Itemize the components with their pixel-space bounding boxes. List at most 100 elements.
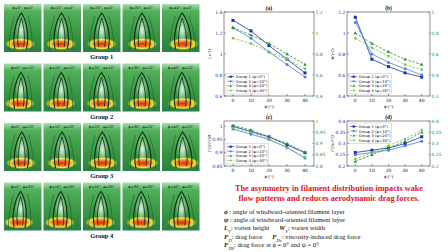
- image-label: ϕ=30°, ψ=20°: [128, 125, 154, 129]
- streamline: [109, 16, 114, 50]
- y-tick-label: 0.4: [338, 119, 345, 124]
- marker: [370, 58, 373, 61]
- image-label: ϕ=40°, ψ=20°: [168, 125, 194, 129]
- flow-background: [162, 123, 200, 171]
- flow-image: ϕ=30°, ψ=20°: [123, 123, 161, 171]
- legend-line: [350, 140, 357, 141]
- marker: [304, 155, 307, 159]
- streamline: [8, 195, 13, 229]
- definition-text: : vortex height: [231, 224, 270, 231]
- streamline: [90, 16, 95, 50]
- image-label: ϕ=20°, ψ=20°: [89, 125, 115, 129]
- x-tick-label: 20: [386, 168, 392, 173]
- x-tick: [388, 164, 389, 166]
- panel-title: (a): [266, 5, 273, 12]
- x-tick: [251, 164, 252, 166]
- streamline: [170, 135, 175, 169]
- y2-tick-label: 0.4: [432, 73, 439, 78]
- x-tick-label: 10: [248, 98, 254, 103]
- image-label: ϕ=30°, ψ=30°: [128, 185, 154, 189]
- marker: [249, 33, 252, 36]
- flow-image: ϕ=30°, ψ=30°: [123, 183, 161, 231]
- legend-line: [350, 126, 357, 127]
- definition-text: : drag force at ϕ = 0° and ψ = 0°: [234, 241, 319, 248]
- flow-image: ϕ=20°, ψ=0°: [83, 4, 121, 52]
- legend-line: [350, 85, 357, 86]
- marker: [420, 74, 423, 77]
- streamline: [68, 195, 72, 229]
- marker: [285, 52, 288, 55]
- filament-outer: [93, 192, 107, 228]
- x-axis-label: ϕ (°): [384, 104, 394, 109]
- y-tick: [347, 12, 349, 13]
- streamline: [149, 16, 155, 50]
- marker: [387, 54, 390, 58]
- image-label: ϕ=20°, ψ=30°: [89, 185, 115, 189]
- flow-background: [4, 183, 42, 231]
- streamline: [130, 76, 135, 110]
- y-tick-label: 1.2: [338, 10, 345, 15]
- flow-background: [44, 123, 82, 171]
- marker: [370, 53, 373, 56]
- filament-outer: [174, 192, 190, 228]
- filament-inner: [17, 197, 23, 226]
- y2-tick-label: 0.9: [316, 141, 323, 146]
- filament-inner: [138, 78, 146, 107]
- y2-tick-label: 0.8: [432, 31, 439, 36]
- streamline: [49, 76, 54, 110]
- x-tick: [405, 164, 406, 166]
- legend-line: [227, 155, 234, 156]
- series-line: [355, 132, 421, 161]
- marker: [267, 42, 270, 45]
- streamline: [129, 195, 134, 229]
- marker: [353, 89, 355, 92]
- y-tick: [347, 54, 349, 55]
- y2-tick-label: 0.2: [432, 164, 439, 169]
- y2-tick-label: 0.25: [432, 152, 442, 157]
- streamline: [130, 135, 135, 169]
- flow-background: [162, 4, 200, 52]
- x-axis-label: ϕ (°): [264, 104, 274, 109]
- flow-background: [83, 64, 121, 112]
- y2-tick: [312, 96, 314, 97]
- series-line: [355, 130, 421, 159]
- flow-background: [4, 64, 42, 112]
- streamline: [69, 135, 74, 169]
- streamline: [149, 135, 155, 169]
- marker: [250, 130, 253, 134]
- marker: [230, 76, 232, 78]
- definition-text: : drag force: [232, 233, 262, 240]
- x-tick-label: 40: [419, 98, 425, 103]
- y2-tick: [428, 12, 430, 13]
- marker: [286, 58, 289, 61]
- filament-inner: [98, 78, 105, 107]
- series-line: [355, 33, 421, 65]
- definition: FD0: drag force at ϕ = 0° and ψ = 0°: [224, 241, 319, 251]
- y-tick-label: 0.8: [338, 52, 345, 57]
- y2-tick: [428, 96, 430, 97]
- marker: [268, 138, 271, 141]
- marker: [404, 71, 407, 74]
- marker: [232, 126, 235, 130]
- y2-tick: [428, 54, 430, 55]
- marker: [352, 134, 354, 136]
- group-label: Group 3: [90, 172, 114, 179]
- series-line: [233, 20, 305, 73]
- image-label: ϕ=0°, ψ=10°: [11, 66, 35, 70]
- streamline: [190, 135, 197, 169]
- flow-background: [123, 4, 161, 52]
- image-label: ϕ=10°, ψ=20°: [49, 125, 75, 129]
- legend-line: [227, 85, 234, 86]
- streamline: [50, 135, 55, 169]
- marker: [304, 76, 307, 79]
- image-label: ϕ=40°, ψ=0°: [169, 6, 193, 10]
- filament-outer: [134, 13, 150, 49]
- y2-tick-label: 0.4: [316, 94, 323, 99]
- y2-tick: [428, 143, 430, 144]
- legend-line: [227, 90, 234, 91]
- x-tick: [251, 94, 252, 96]
- marker: [420, 135, 423, 138]
- legend-label: Group 4 (ψ=30°): [359, 88, 391, 93]
- chart: 0102030400.850.90.9510.80.850.90.951FD/F…: [207, 114, 326, 179]
- x-tick: [405, 94, 406, 96]
